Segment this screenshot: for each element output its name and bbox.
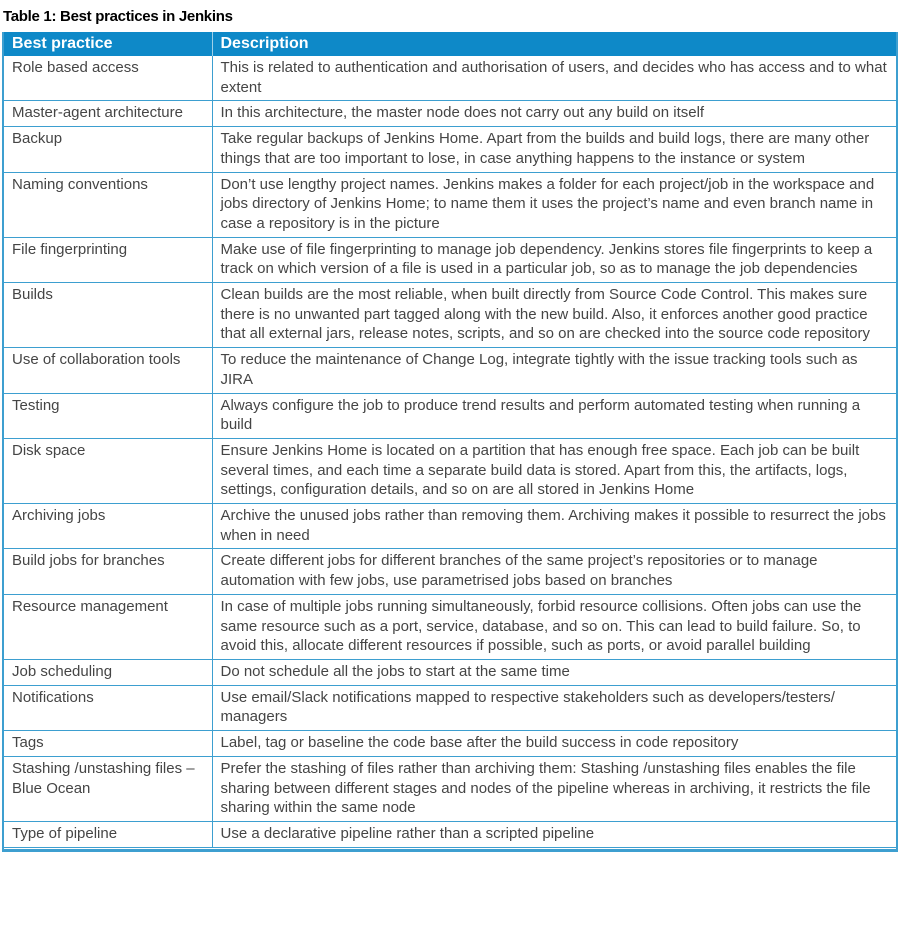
best-practice-cell: Resource management [4,594,212,660]
table-body: Role based access This is related to aut… [4,56,896,848]
description-cell: This is related to authentication and au… [211,56,896,102]
table-caption: Table 1: Best practices in Jenkins [3,8,233,25]
best-practice-cell: Backup [4,126,212,173]
description-cell: Clean builds are the most reliable, when… [211,282,896,349]
table-row: Stashing /unstashing files – Blue Ocean … [4,756,896,822]
table-row: Role based access This is related to aut… [4,56,896,102]
description-cell: Take regular backups of Jenkins Home. Ap… [211,126,896,173]
description-cell: Archive the unused jobs rather than remo… [211,503,896,550]
description-cell: In this architecture, the master node do… [211,100,896,128]
table-row: Notifications Use email/Slack notificati… [4,685,896,732]
best-practice-cell: Archiving jobs [4,503,212,550]
description-cell: In case of multiple jobs running simulta… [211,594,896,660]
table-row: Builds Clean builds are the most reliabl… [4,282,896,349]
table-row: Tags Label, tag or baseline the code bas… [4,730,896,757]
description-cell: To reduce the maintenance of Change Log,… [211,347,896,394]
best-practice-cell: Role based access [4,56,212,102]
table-row: Build jobs for branches Create different… [4,548,896,595]
table-row: Disk space Ensure Jenkins Home is locate… [4,438,896,505]
description-cell: Label, tag or baseline the code base aft… [211,730,896,757]
description-cell: Create different jobs for different bran… [211,548,896,595]
table-header: Best practice Description [4,32,896,56]
best-practice-cell: Testing [4,393,212,439]
table-frame: Best practice Description Role based acc… [2,32,898,852]
table-row: Archiving jobs Archive the unused jobs r… [4,503,896,550]
best-practice-cell: Naming conventions [4,172,212,238]
description-cell: Prefer the stashing of files rather than… [211,756,896,822]
best-practice-cell: Builds [4,282,212,349]
column-header-best-practice: Best practice [4,32,212,56]
table-row: File fingerprinting Make use of file fin… [4,237,896,284]
table-row: Resource management In case of multiple … [4,594,896,660]
best-practice-cell: Type of pipeline [4,821,212,848]
table-row: Job scheduling Do not schedule all the j… [4,659,896,686]
header-row: Best practice Description [4,32,896,56]
column-header-description: Description [211,32,896,56]
best-practice-cell: Notifications [4,685,212,732]
description-cell: Don’t use lengthy project names. Jenkins… [211,172,896,238]
description-cell: Use a declarative pipeline rather than a… [211,821,896,848]
best-practice-cell: Stashing /unstashing files – Blue Ocean [4,756,212,822]
table-row: Type of pipeline Use a declarative pipel… [4,821,896,848]
description-cell: Always configure the job to produce tren… [211,393,896,439]
best-practice-cell: File fingerprinting [4,237,212,284]
best-practice-cell: Build jobs for branches [4,548,212,595]
description-cell: Do not schedule all the jobs to start at… [211,659,896,686]
table-row: Backup Take regular backups of Jenkins H… [4,126,896,173]
best-practices-table: Best practice Description Role based acc… [4,32,896,848]
best-practice-cell: Job scheduling [4,659,212,686]
best-practice-cell: Disk space [4,438,212,505]
table-row: Use of collaboration tools To reduce the… [4,347,896,394]
best-practice-cell: Tags [4,730,212,757]
best-practice-cell: Master-agent architecture [4,100,212,128]
table-row: Master-agent architecture In this archit… [4,100,896,128]
description-cell: Ensure Jenkins Home is located on a part… [211,438,896,505]
description-cell: Make use of file fingerprinting to manag… [211,237,896,284]
table-row: Naming conventions Don’t use lengthy pro… [4,172,896,238]
best-practice-cell: Use of collaboration tools [4,347,212,394]
description-cell: Use email/Slack notifications mapped to … [211,685,896,732]
table-row: Testing Always configure the job to prod… [4,393,896,439]
